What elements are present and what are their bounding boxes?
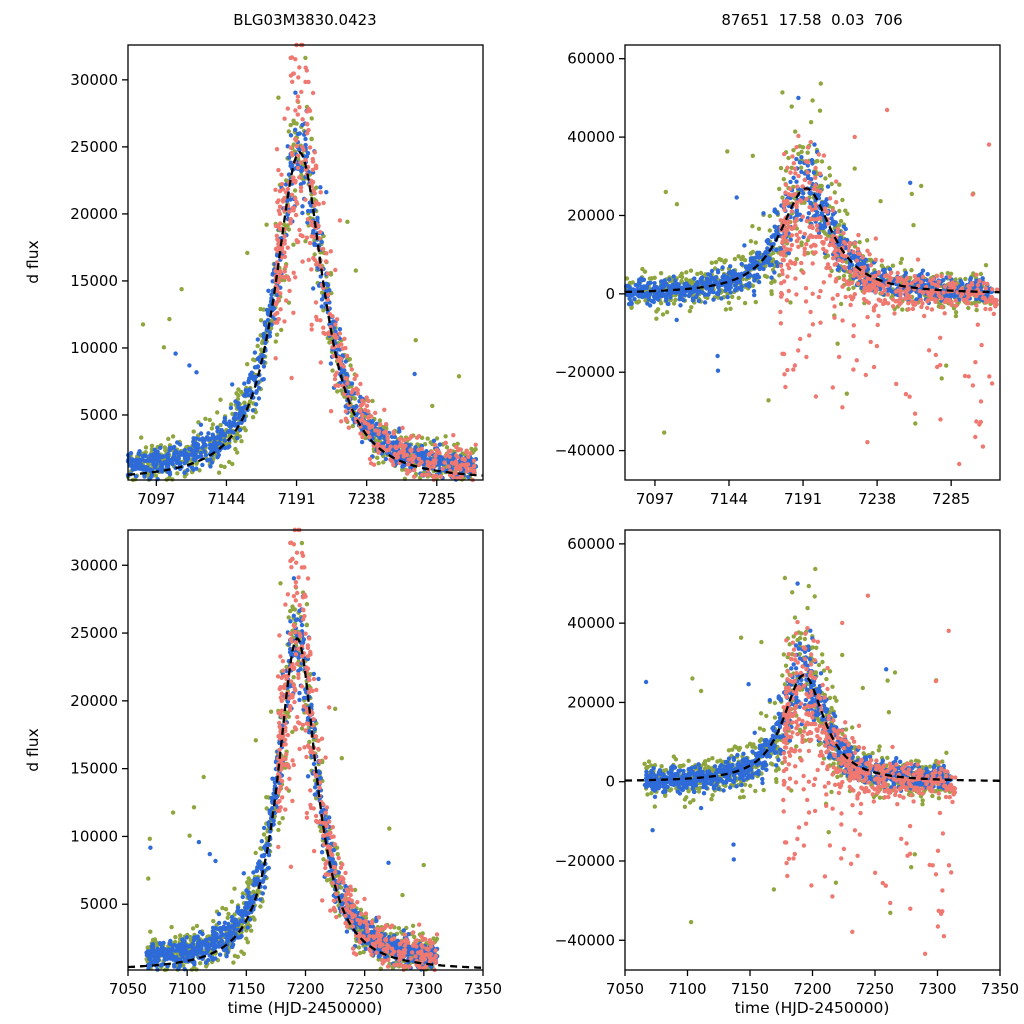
y-tick-label: 40000 (567, 614, 615, 632)
y-tick-label: 10000 (70, 827, 118, 845)
x-tick-label: 7250 (346, 980, 384, 998)
model-curve (624, 673, 1000, 782)
model-curve (127, 637, 484, 969)
y-tick-label: 15000 (70, 760, 118, 778)
x-tick-label: 7285 (932, 490, 970, 508)
model-curve (625, 187, 1000, 294)
y-tick-label: 25000 (70, 138, 118, 156)
y-tick-label: 60000 (567, 535, 615, 553)
x-tick-label: 7050 (109, 980, 147, 998)
x-tick-label: 7100 (168, 980, 206, 998)
x-tick-label: 7238 (348, 490, 386, 508)
x-axis-label-bottom-left: time (HJD-2450000) (227, 999, 383, 1017)
y-axis-label-bottom: d flux (24, 728, 42, 772)
y-tick-label: 20000 (70, 692, 118, 710)
panel-bottom-right: 7050 7100 7150 7200 7250 7300 7350 −40000 −20000… (555, 529, 1019, 998)
x-tick-label: 7100 (668, 980, 706, 998)
panel-top-left: 7097 7144 7191 7238 7285 5000 10000 15000 20000 2… (70, 42, 484, 508)
y-tick-label: 20000 (567, 693, 615, 711)
y-tick-label: 15000 (70, 272, 118, 290)
model-curve (127, 150, 483, 477)
x-tick-label: 7285 (418, 490, 456, 508)
y-tick-label: 5000 (80, 895, 118, 913)
y-tick-label: 25000 (70, 624, 118, 642)
axes-frame (624, 529, 1001, 971)
panel-bottom-left: 7050 7100 7150 7200 7250 7300 7350 5000 10000 150… (70, 527, 502, 998)
y-tick-label: 0 (605, 285, 615, 303)
panel-title-object-id: BLG03M3830.0423 (233, 11, 377, 29)
x-tick-label: 7191 (277, 490, 315, 508)
y-tick-label: 20000 (70, 205, 118, 223)
y-tick-label: 30000 (70, 71, 118, 89)
x-tick-label: 7050 (606, 980, 644, 998)
x-tick-label: 7300 (405, 980, 443, 998)
x-tick-label: 7097 (137, 490, 175, 508)
y-tick-label: 20000 (567, 206, 615, 224)
y-axis-label-top: d flux (24, 240, 42, 284)
x-tick-label: 7150 (227, 980, 265, 998)
x-tick-label: 7097 (636, 490, 674, 508)
x-tick-label: 7191 (784, 490, 822, 508)
y-tick-label: −40000 (555, 442, 615, 460)
y-tick-label: −20000 (555, 852, 615, 870)
x-tick-label: 7350 (981, 980, 1019, 998)
y-tick-label: 40000 (567, 128, 615, 146)
x-tick-label: 7150 (731, 980, 769, 998)
y-tick-label: −40000 (555, 931, 615, 949)
x-axis-label-bottom-right: time (HJD-2450000) (734, 999, 890, 1017)
x-tick-label: 7144 (207, 490, 245, 508)
x-tick-label: 7200 (286, 980, 324, 998)
axes-frame (127, 44, 484, 481)
y-tick-label: 60000 (567, 50, 615, 68)
y-tick-label: 0 (605, 773, 615, 791)
y-tick-label: 5000 (80, 406, 118, 424)
y-tick-label: 30000 (70, 556, 118, 574)
x-tick-label: 7238 (858, 490, 896, 508)
panel-title-fit-params: 87651 17.58 0.03 706 (721, 11, 903, 29)
x-tick-label: 7350 (464, 980, 502, 998)
axes-frame (624, 44, 1001, 481)
x-tick-label: 7144 (710, 490, 748, 508)
x-tick-label: 7250 (856, 980, 894, 998)
x-tick-label: 7200 (793, 980, 831, 998)
y-tick-label: 10000 (70, 339, 118, 357)
y-tick-label: −20000 (555, 363, 615, 381)
x-tick-label: 7300 (918, 980, 956, 998)
panel-top-right: 7097 7144 7191 7238 7285 −40000 −20000 0 20000 40… (555, 44, 1001, 508)
